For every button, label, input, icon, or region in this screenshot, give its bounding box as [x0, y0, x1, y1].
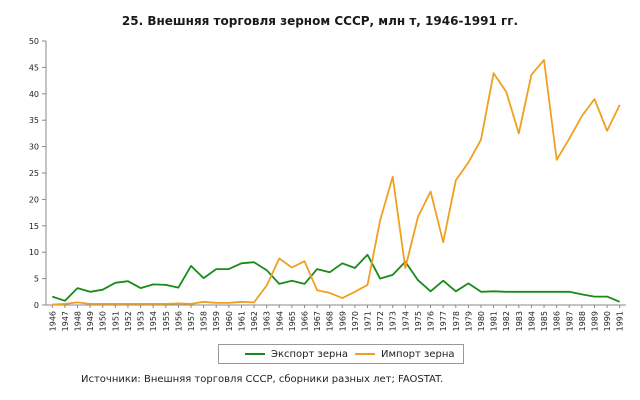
series-line-export: [52, 253, 621, 303]
y-tick-label: 50: [29, 37, 39, 46]
x-tick-label: 1979: [464, 311, 473, 331]
x-tick-label: 1951: [111, 311, 120, 331]
x-tick-label: 1957: [187, 311, 196, 331]
x-tick-label: 1950: [99, 311, 108, 331]
legend-label-import: Импорт зерна: [381, 348, 455, 360]
x-tick-label: 1966: [300, 311, 309, 331]
x-tick-label: 1972: [376, 311, 385, 331]
y-tick-label: 25: [29, 169, 39, 178]
x-tick-label: 1977: [439, 311, 448, 331]
y-tick-label: 45: [29, 63, 39, 72]
chart-title: 25. Внешняя торговля зерном СССР, млн т,…: [121, 14, 519, 28]
x-tick-label: 1963: [263, 311, 272, 331]
x-tick-label: 1947: [61, 311, 70, 331]
y-tick-label: 15: [29, 222, 39, 231]
legend-entry-export: Экспорт зерна: [245, 348, 348, 360]
source-note: Источники: Внешняя торговля СССР, сборни…: [81, 374, 444, 385]
x-tick-label: 1976: [427, 311, 436, 331]
x-tick-label: 1964: [275, 311, 284, 331]
y-tick-label: 40: [29, 90, 39, 99]
y-tick-label: 10: [29, 248, 39, 257]
y-tick-label: 20: [29, 195, 39, 204]
x-tick-label: 1952: [124, 311, 133, 331]
x-tick-label: 1981: [490, 311, 499, 331]
x-tick-label: 1985: [540, 311, 549, 331]
x-tick-label: 1974: [401, 311, 410, 331]
x-tick-label: 1989: [590, 311, 599, 331]
x-tick-label: 1965: [288, 311, 297, 331]
chart-legend: Экспорт зерна Импорт зерна: [218, 344, 464, 364]
x-tick-label: 1946: [48, 311, 57, 331]
x-tick-label: 1990: [603, 311, 612, 331]
x-tick-label: 1991: [616, 311, 625, 331]
x-tick-label: 1975: [414, 311, 423, 331]
x-tick-label: 1948: [74, 311, 83, 331]
legend-entry-import: Импорт зерна: [355, 348, 455, 360]
x-tick-label: 1971: [364, 311, 373, 331]
x-tick-label: 1969: [338, 311, 347, 331]
y-tick-label: 0: [34, 301, 39, 310]
x-tick-label: 1986: [553, 311, 562, 331]
x-tick-label: 1960: [225, 311, 234, 331]
x-tick-label: 1959: [212, 311, 221, 331]
x-tick-label: 1967: [313, 311, 322, 331]
x-tick-label: 1988: [578, 311, 587, 331]
x-tick-label: 1982: [502, 311, 511, 331]
x-tick-label: 1954: [149, 311, 158, 331]
legend-label-export: Экспорт зерна: [271, 348, 349, 360]
x-tick-label: 1953: [137, 311, 146, 331]
x-tick-label: 1973: [389, 311, 398, 331]
legend-swatch-export: [245, 353, 265, 355]
x-tick-label: 1962: [250, 311, 259, 331]
x-tick-label: 1978: [452, 311, 461, 331]
x-tick-label: 1984: [527, 311, 536, 331]
y-tick-label: 35: [29, 116, 39, 125]
legend-swatch-import: [355, 353, 375, 355]
x-tick-label: 1970: [351, 311, 360, 331]
x-tick-label: 1987: [565, 311, 574, 331]
x-tick-label: 1968: [326, 311, 335, 331]
x-tick-label: 1961: [237, 311, 246, 331]
y-tick-label: 5: [34, 275, 39, 284]
x-tick-label: 1956: [174, 311, 183, 331]
y-tick-label: 30: [29, 143, 39, 152]
x-tick-label: 1955: [162, 311, 171, 331]
x-tick-label: 1980: [477, 311, 486, 331]
x-tick-label: 1983: [515, 311, 524, 331]
series-line-import: [52, 59, 621, 306]
x-tick-label: 1958: [200, 311, 209, 331]
x-tick-label: 1949: [86, 311, 95, 331]
